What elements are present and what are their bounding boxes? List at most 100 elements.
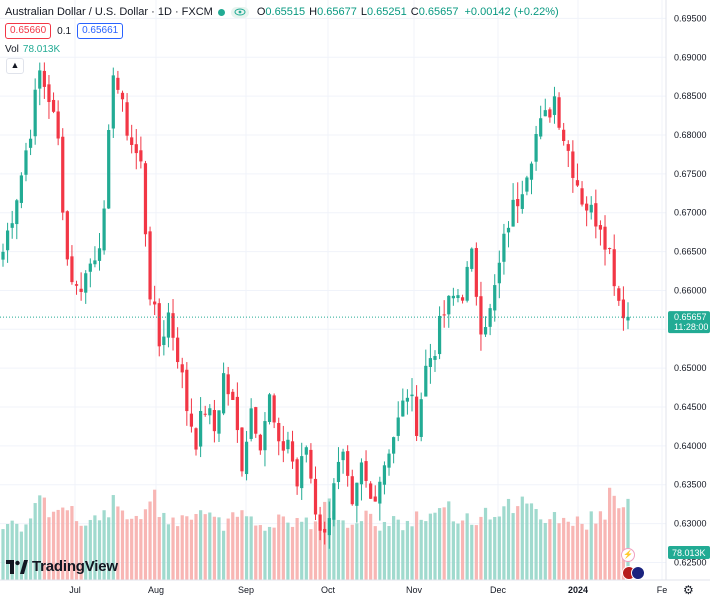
volume-bar (107, 517, 111, 580)
volume-bar (341, 520, 345, 580)
lightning-icon[interactable]: ⚡ (621, 548, 635, 562)
candle-body (28, 138, 33, 148)
candle-body (166, 312, 171, 338)
candle-body (369, 483, 373, 499)
candle-body (493, 285, 497, 311)
volume-bar (231, 512, 235, 580)
candle-body (267, 394, 272, 422)
candle-body (125, 102, 129, 136)
volume-badge: 78.013K (668, 546, 710, 559)
candle-body (10, 223, 14, 228)
volume-bar (97, 520, 102, 580)
volume-bar (562, 517, 566, 580)
countdown-label: 11:28:00 (674, 322, 708, 332)
volume-bar (318, 521, 322, 580)
candle-body (221, 373, 226, 414)
flag-us-icon[interactable] (631, 566, 645, 580)
low-value: 0.65251 (367, 6, 407, 18)
volume-bar (433, 512, 437, 580)
close-label: C (410, 6, 419, 18)
volume-bar (79, 525, 83, 580)
volume-bar (5, 523, 10, 580)
candle-body (300, 456, 304, 489)
volume-bar (295, 517, 299, 580)
volume-value: 78.013K (22, 44, 61, 55)
candle-body (539, 118, 543, 137)
candle-body (566, 144, 570, 151)
volume-bar (258, 525, 262, 580)
volume-bar (157, 517, 161, 580)
candle-body (208, 408, 212, 416)
price-tick-label: 0.68500 (674, 91, 707, 101)
candle-body (359, 462, 364, 485)
candle-body (65, 211, 69, 260)
volume-bar (290, 526, 295, 580)
volume-bar (456, 523, 460, 580)
candle-body (70, 256, 74, 283)
volume-bar (47, 517, 51, 580)
price-tick-label: 0.63000 (674, 519, 707, 529)
candle-body (84, 273, 88, 293)
volume-bar (571, 525, 575, 580)
candle-body (433, 356, 437, 360)
volume-bar (359, 521, 364, 580)
candle-body (327, 518, 331, 536)
volume-bar (125, 519, 129, 580)
candle-body (428, 358, 432, 367)
candle-body (153, 301, 157, 305)
volume-bars (1, 487, 630, 580)
candle-body (506, 227, 511, 233)
gear-icon[interactable]: ⚙ (683, 583, 694, 597)
volume-bar (56, 509, 60, 580)
candle-body (33, 89, 37, 137)
candle-body (516, 198, 520, 207)
volume-bar (217, 517, 221, 580)
volume-bar (254, 525, 258, 580)
time-axis[interactable]: Jul Aug Sep Oct Nov Dec 2024 Fe (69, 585, 667, 595)
chevron-up-icon[interactable]: ▲ (6, 58, 24, 74)
candle-body (139, 150, 143, 162)
volume-bar (70, 506, 74, 580)
candle-body (180, 364, 184, 373)
volume-bar (336, 519, 341, 580)
candle-body (194, 428, 198, 450)
volume-bar (153, 489, 157, 580)
candle-body (621, 299, 626, 319)
symbol-title[interactable]: Australian Dollar / U.S. Dollar · 1D · F… (5, 6, 213, 18)
tradingview-logo[interactable]: TradingView (6, 558, 118, 575)
volume-bar (369, 513, 373, 580)
buy-button[interactable]: 0.65661 (77, 23, 124, 39)
candle-body (442, 314, 446, 316)
time-tick-label: Jul (69, 585, 81, 595)
candle-body (378, 481, 382, 504)
volume-bar (24, 524, 28, 580)
volume-bar (350, 524, 354, 580)
volume-bar (120, 510, 125, 580)
volume-bar (488, 519, 492, 580)
volume-bar (203, 514, 207, 580)
sell-button[interactable]: 0.65660 (5, 23, 52, 39)
candle-body (548, 109, 552, 118)
volume-bar (387, 526, 391, 580)
candle-body (497, 262, 501, 284)
volume-bar (621, 507, 626, 580)
volume-bar (502, 506, 506, 580)
price-axis[interactable]: 0.69500 0.69000 0.68500 0.68000 0.67500 0.670… (674, 13, 707, 567)
volume-bar (10, 520, 14, 580)
candle-body (575, 180, 580, 186)
candle-body (15, 200, 19, 225)
candle-body (474, 248, 478, 297)
candle-body (580, 188, 584, 205)
candle-body (313, 478, 318, 515)
volume-bar (61, 507, 65, 580)
price-tick-label: 0.69000 (674, 52, 707, 62)
high-label: H (309, 6, 318, 18)
eye-icon[interactable] (230, 6, 249, 18)
candle-body (571, 151, 575, 178)
volume-bar (598, 511, 603, 580)
time-tick-label: Oct (321, 585, 336, 595)
volume-legend[interactable]: Vol 78.013K (5, 44, 60, 55)
change-value: +0.00142 (+0.22%) (464, 6, 559, 18)
candle-body (470, 248, 474, 269)
